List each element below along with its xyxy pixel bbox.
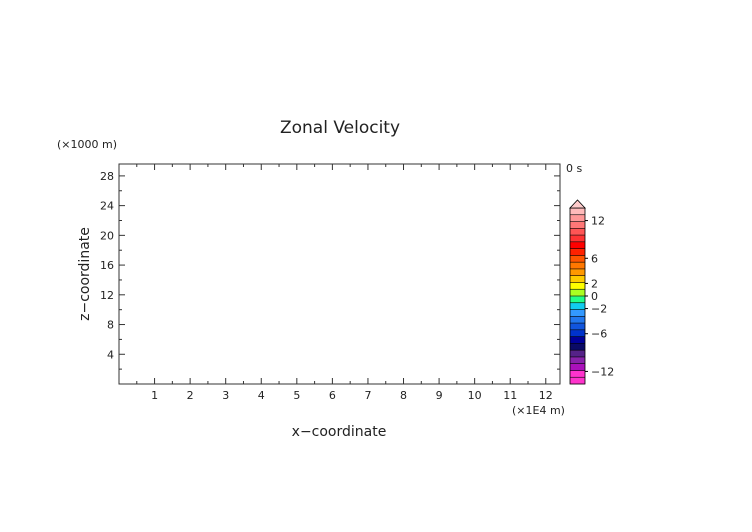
x-tick-label: 2	[187, 389, 194, 402]
colorbar-label: 0	[591, 290, 598, 303]
colorbar-label: −6	[591, 328, 607, 341]
colorbar-segment	[570, 221, 585, 229]
colorbar-extend-arrow	[569, 199, 586, 209]
colorbar-segment	[570, 208, 585, 216]
colorbar-segment	[570, 275, 585, 283]
colorbar-segment	[570, 350, 585, 358]
colorbar-segment	[570, 248, 585, 256]
colorbar-segment	[570, 214, 585, 222]
colorbar-segment	[570, 262, 585, 270]
x-tick-label: 7	[364, 389, 371, 402]
x-tick-label: 11	[503, 389, 517, 402]
y-tick-label: 4	[107, 348, 114, 361]
colorbar-segment	[570, 309, 585, 317]
colorbar-label: −2	[591, 303, 607, 316]
colorbar-segment	[570, 363, 585, 371]
colorbar-segment	[570, 316, 585, 324]
x-tick-label: 9	[436, 389, 443, 402]
y-axis: 4 8 12 16 20 24 28	[100, 170, 560, 370]
colorbar-segment	[570, 255, 585, 263]
colorbar-label: 2	[591, 277, 598, 290]
y-unit-label: (×1000 m)	[57, 138, 117, 151]
colorbar-segment	[570, 343, 585, 351]
y-tick-label: 16	[100, 259, 114, 272]
y-axis-label: z−coordinate	[77, 227, 93, 321]
y-tick-label: 28	[100, 170, 114, 183]
x-tick-label: 5	[293, 389, 300, 402]
colorbar-label: −12	[591, 365, 614, 378]
colorbar-segment	[570, 377, 585, 385]
x-tick-label: 12	[539, 389, 553, 402]
x-unit-label: (×1E4 m)	[512, 404, 565, 417]
time-label: 0 s	[566, 162, 582, 175]
colorbar-segment	[570, 336, 585, 344]
y-tick-label: 8	[107, 319, 114, 332]
x-axis-label: x−coordinate	[292, 424, 387, 440]
colorbar-segment	[570, 282, 585, 290]
plot-frame	[118, 163, 561, 385]
y-tick-label: 12	[100, 289, 114, 302]
colorbar-segment	[570, 302, 585, 310]
colorbar: 12 6 20−2 −6 −12	[569, 199, 614, 385]
x-tick-label: 1	[151, 389, 158, 402]
colorbar-label: 12	[591, 215, 605, 228]
x-axis: 1 2 3 4 5 6 7 8 9 10 11 12	[136, 164, 553, 402]
colorbar-segment	[570, 289, 585, 297]
colorbar-segment	[570, 228, 585, 236]
x-tick-label: 8	[400, 389, 407, 402]
y-tick-label: 20	[100, 229, 114, 242]
y-tick-label: 24	[100, 200, 114, 213]
colorbar-segment	[570, 370, 585, 378]
x-tick-label: 6	[329, 389, 336, 402]
x-tick-label: 4	[258, 389, 265, 402]
chart-title: Zonal Velocity	[280, 118, 400, 138]
colorbar-segment	[570, 241, 585, 249]
colorbar-segment	[570, 323, 585, 331]
x-tick-label: 3	[222, 389, 229, 402]
colorbar-segment	[570, 356, 585, 364]
colorbar-segment	[570, 296, 585, 304]
colorbar-segment	[570, 329, 585, 337]
x-tick-label: 10	[468, 389, 482, 402]
colorbar-segment	[570, 235, 585, 243]
colorbar-segment	[570, 268, 585, 276]
colorbar-label: 6	[591, 252, 598, 265]
